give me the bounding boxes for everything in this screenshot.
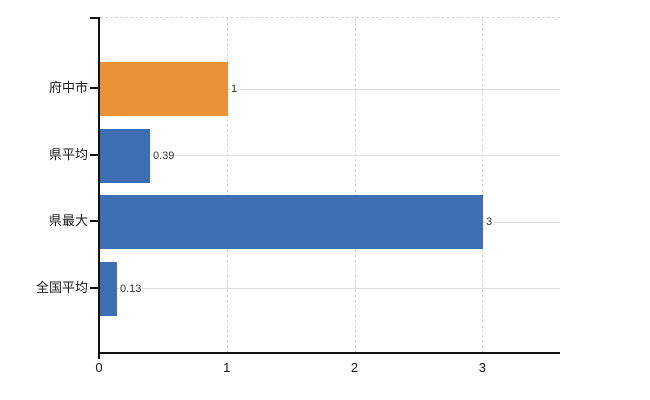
bar-府中市 <box>100 62 228 116</box>
x-gridline <box>226 18 228 353</box>
y-axis-line <box>98 17 100 354</box>
y-axis-tick <box>90 286 98 289</box>
bar-全国平均 <box>100 261 117 316</box>
band-gridline <box>100 88 560 90</box>
bar-value-label: 3 <box>485 215 494 230</box>
band-gridline <box>100 155 560 157</box>
bar-value-label: 0.13 <box>119 281 143 296</box>
y-axis-top-tick <box>90 17 98 19</box>
bar-県最大 <box>100 195 483 250</box>
y-axis-tick <box>90 153 98 156</box>
x-gridline <box>354 18 356 353</box>
x-tick-label-0: 0 <box>95 360 103 375</box>
y-axis-tick <box>90 220 98 223</box>
category-label-府中市: 府中市 <box>48 80 88 95</box>
x-gridline <box>482 18 484 353</box>
x-axis-line <box>98 352 560 354</box>
bar-県平均 <box>100 128 150 183</box>
y-axis-tick <box>90 87 98 89</box>
category-label-県平均: 県平均 <box>48 146 88 162</box>
x-tick-label-3: 3 <box>478 360 486 375</box>
plot-area: 1 0.39 3 0.13 <box>100 17 560 353</box>
bar-value-label: 0.39 <box>152 148 176 163</box>
category-label-県最大: 県最大 <box>48 213 88 229</box>
x-tick-label-1: 1 <box>223 360 231 375</box>
category-label-全国平均: 全国平均 <box>35 279 88 295</box>
band-gridline <box>100 288 560 290</box>
x-axis-zero-tick <box>98 352 100 359</box>
x-tick-label-2: 2 <box>350 360 359 375</box>
bar-value-label: 1 <box>230 82 239 96</box>
